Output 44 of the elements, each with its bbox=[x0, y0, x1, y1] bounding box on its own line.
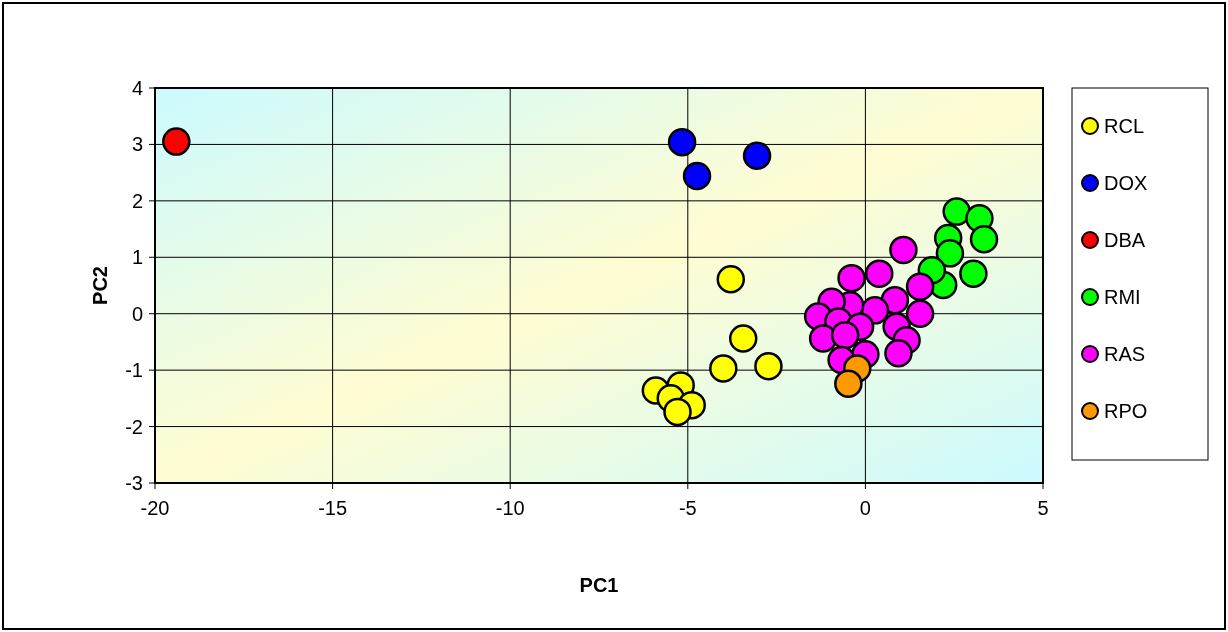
point bbox=[754, 351, 783, 381]
point bbox=[942, 197, 971, 226]
point bbox=[959, 259, 988, 288]
y-tick-label: 3 bbox=[131, 133, 143, 156]
x-axis-title: PC1 bbox=[579, 574, 619, 596]
point bbox=[935, 239, 965, 268]
point bbox=[905, 299, 935, 328]
legend-label: DOX bbox=[1104, 172, 1148, 194]
y-axis-title: PC2 bbox=[89, 266, 111, 305]
point bbox=[742, 141, 772, 170]
point bbox=[830, 320, 860, 350]
point bbox=[889, 235, 918, 265]
legend-label: DBA bbox=[1104, 229, 1146, 251]
x-tick-label: -15 bbox=[318, 497, 348, 519]
point bbox=[865, 259, 894, 288]
y-tick-label: 0 bbox=[131, 302, 143, 325]
point bbox=[682, 161, 712, 191]
x-tick-label: -20 bbox=[140, 497, 170, 519]
x-tick-label: 0 bbox=[859, 497, 871, 519]
point bbox=[834, 369, 863, 398]
point bbox=[837, 263, 866, 293]
point bbox=[162, 127, 191, 156]
point bbox=[663, 397, 692, 427]
point bbox=[716, 265, 746, 294]
y-tick-label: -2 bbox=[125, 415, 143, 438]
legend-label: RPO bbox=[1104, 400, 1148, 422]
y-tick-label: -3 bbox=[125, 472, 143, 494]
point bbox=[728, 324, 758, 353]
point bbox=[709, 354, 738, 383]
y-tick-label: 1 bbox=[131, 246, 143, 269]
y-tick-label: 4 bbox=[131, 77, 143, 99]
legend-label: RAS bbox=[1104, 343, 1146, 365]
point bbox=[969, 225, 999, 254]
legend-label: RCL bbox=[1104, 115, 1145, 137]
x-tick-label: -10 bbox=[495, 497, 525, 519]
x-tick-label: -5 bbox=[678, 497, 697, 519]
y-tick-label: 2 bbox=[131, 189, 143, 212]
point bbox=[808, 324, 838, 353]
point bbox=[667, 127, 697, 157]
point bbox=[884, 338, 913, 368]
legend-label: RMI bbox=[1104, 286, 1141, 308]
x-tick-label: 5 bbox=[1037, 497, 1049, 519]
y-tick-label: -1 bbox=[125, 359, 143, 382]
point bbox=[905, 272, 935, 301]
